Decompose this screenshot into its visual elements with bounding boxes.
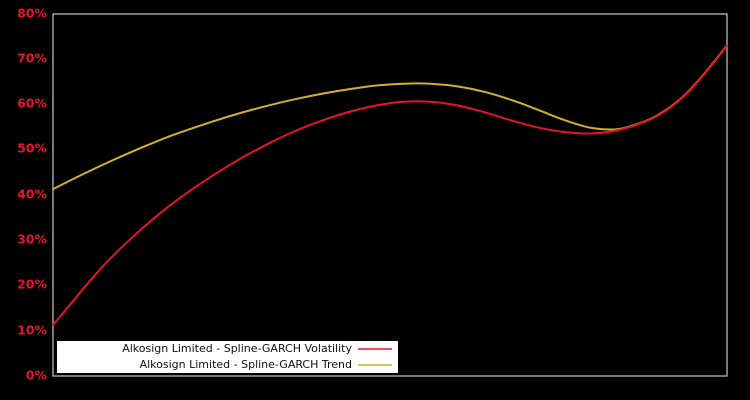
y-tick-label: 40% <box>17 187 47 202</box>
legend-label-volatility: Alkosign Limited - Spline-GARCH Volatili… <box>122 342 352 355</box>
y-tick-label: 10% <box>17 323 47 338</box>
legend-background <box>57 341 398 373</box>
y-tick-label: 80% <box>17 6 47 21</box>
y-tick-label: 50% <box>17 141 47 156</box>
y-tick-label: 30% <box>17 232 47 247</box>
y-axis-tick-labels: 80% 70% 60% 50% 40% 30% 20% 10% 0% <box>17 6 47 383</box>
plot-frame <box>52 13 728 377</box>
series-layer <box>52 44 728 326</box>
legend-label-trend: Alkosign Limited - Spline-GARCH Trend <box>140 358 352 371</box>
y-tick-label: 20% <box>17 277 47 292</box>
series-line-volatility <box>52 44 728 326</box>
y-tick-label: 0% <box>26 368 48 383</box>
y-tick-label: 70% <box>17 51 47 66</box>
legend: Alkosign Limited - Spline-GARCH Volatili… <box>57 341 398 373</box>
y-tick-label: 60% <box>17 96 47 111</box>
